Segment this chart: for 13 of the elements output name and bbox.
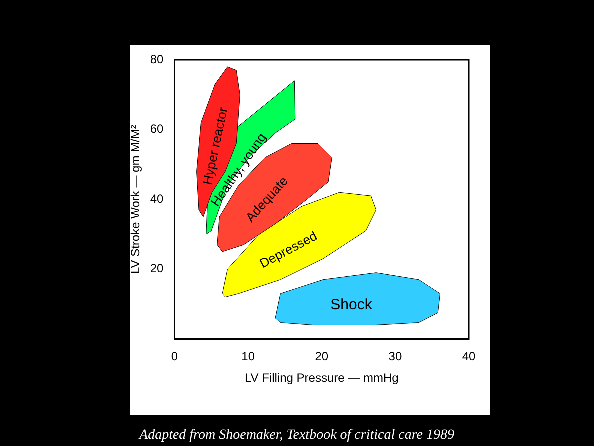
y-axis-title: LV Stroke Work — gm M/M² <box>128 125 143 274</box>
y-tick-label: 60 <box>150 122 164 136</box>
x-tick-label: 0 <box>171 350 178 364</box>
y-tick-label: 20 <box>150 262 164 276</box>
y-tick-label: 40 <box>150 192 164 206</box>
x-tick-label: 20 <box>315 350 329 364</box>
x-tick-label: 30 <box>388 350 402 364</box>
x-axis-title: LV Filling Pressure — mmHg <box>244 371 399 386</box>
y-tick-label: 80 <box>150 52 164 66</box>
series-label: Shock <box>330 296 373 314</box>
text: Adapted from Shoemaker, Textbook of critical care 1989 <box>138 428 456 444</box>
x-tick-label: 10 <box>242 350 256 364</box>
x-tick-label: 40 <box>462 350 476 364</box>
